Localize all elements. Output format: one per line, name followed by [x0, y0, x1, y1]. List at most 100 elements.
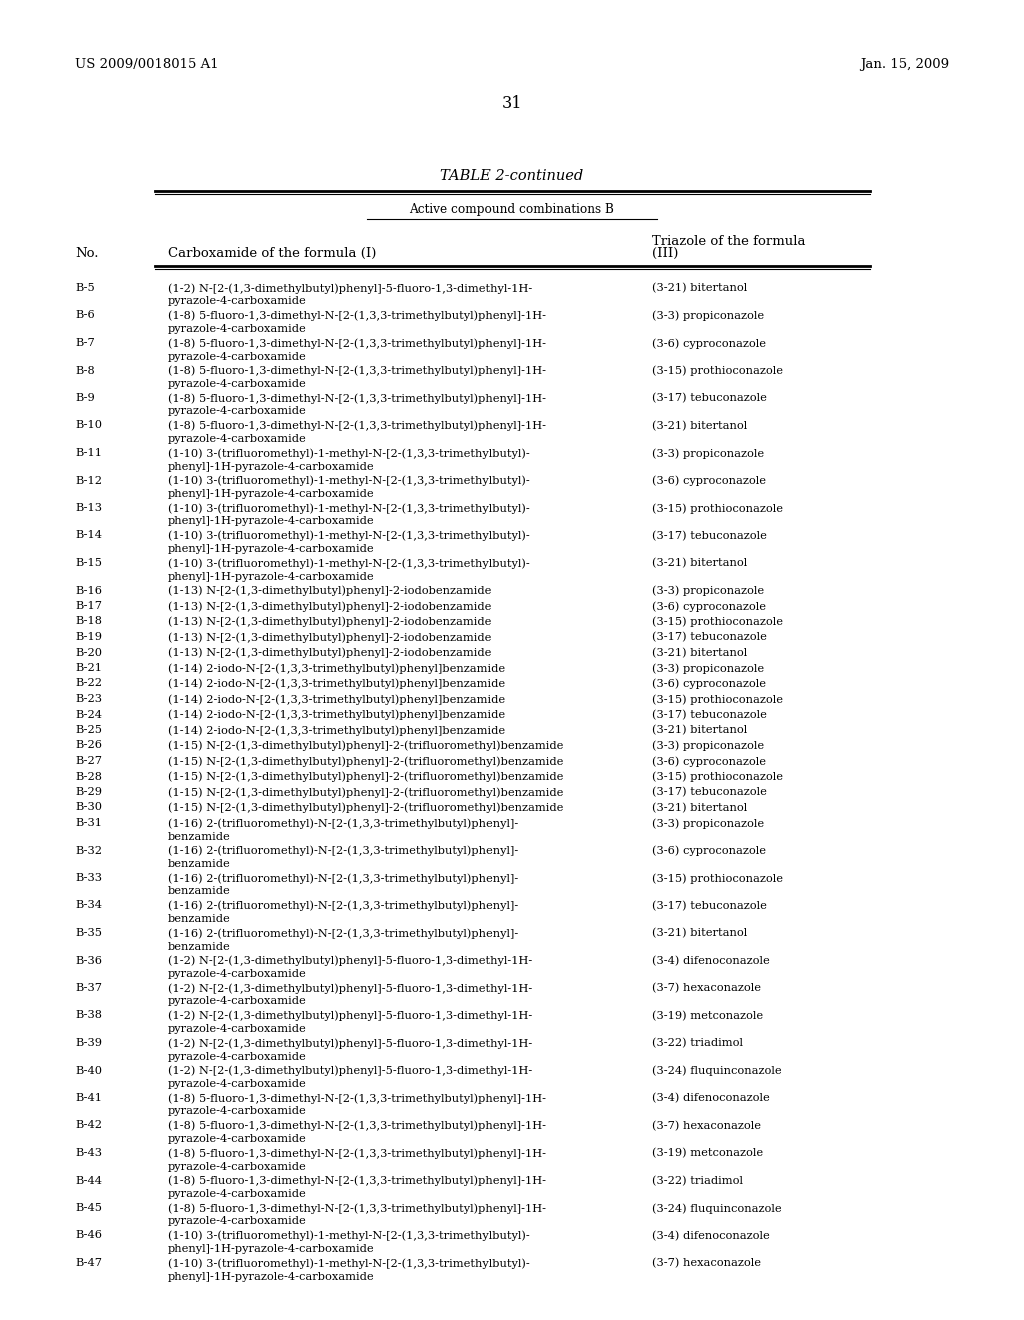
- Text: (3-17) tebuconazole: (3-17) tebuconazole: [652, 393, 767, 404]
- Text: (1-2) N-[2-(1,3-dimethylbutyl)phenyl]-5-fluoro-1,3-dimethyl-1H-: (1-2) N-[2-(1,3-dimethylbutyl)phenyl]-5-…: [168, 1038, 532, 1048]
- Text: pyrazole-4-carboxamide: pyrazole-4-carboxamide: [168, 1217, 307, 1226]
- Text: (3-15) prothioconazole: (3-15) prothioconazole: [652, 771, 783, 781]
- Text: (3-3) propiconazole: (3-3) propiconazole: [652, 310, 764, 321]
- Text: B-11: B-11: [75, 447, 102, 458]
- Text: (1-10) 3-(trifluoromethyl)-1-methyl-N-[2-(1,3,3-trimethylbutyl)-: (1-10) 3-(trifluoromethyl)-1-methyl-N-[2…: [168, 447, 529, 458]
- Text: phenyl]-1H-pyrazole-4-carboxamide: phenyl]-1H-pyrazole-4-carboxamide: [168, 1271, 375, 1282]
- Text: (3-7) hexaconazole: (3-7) hexaconazole: [652, 1121, 761, 1131]
- Text: Jan. 15, 2009: Jan. 15, 2009: [860, 58, 949, 71]
- Text: B-22: B-22: [75, 678, 102, 689]
- Text: (1-2) N-[2-(1,3-dimethylbutyl)phenyl]-5-fluoro-1,3-dimethyl-1H-: (1-2) N-[2-(1,3-dimethylbutyl)phenyl]-5-…: [168, 1011, 532, 1022]
- Text: B-35: B-35: [75, 928, 102, 939]
- Text: (1-8) 5-fluoro-1,3-dimethyl-N-[2-(1,3,3-trimethylbutyl)phenyl]-1H-: (1-8) 5-fluoro-1,3-dimethyl-N-[2-(1,3,3-…: [168, 1121, 546, 1131]
- Text: (1-10) 3-(trifluoromethyl)-1-methyl-N-[2-(1,3,3-trimethylbutyl)-: (1-10) 3-(trifluoromethyl)-1-methyl-N-[2…: [168, 531, 529, 541]
- Text: phenyl]-1H-pyrazole-4-carboxamide: phenyl]-1H-pyrazole-4-carboxamide: [168, 516, 375, 527]
- Text: pyrazole-4-carboxamide: pyrazole-4-carboxamide: [168, 1024, 307, 1034]
- Text: B-33: B-33: [75, 873, 102, 883]
- Text: (1-15) N-[2-(1,3-dimethylbutyl)phenyl]-2-(trifluoromethyl)benzamide: (1-15) N-[2-(1,3-dimethylbutyl)phenyl]-2…: [168, 787, 563, 797]
- Text: (3-6) cyproconazole: (3-6) cyproconazole: [652, 338, 766, 348]
- Text: B-8: B-8: [75, 366, 95, 375]
- Text: (1-14) 2-iodo-N-[2-(1,3,3-trimethylbutyl)phenyl]benzamide: (1-14) 2-iodo-N-[2-(1,3,3-trimethylbutyl…: [168, 725, 505, 735]
- Text: (1-15) N-[2-(1,3-dimethylbutyl)phenyl]-2-(trifluoromethyl)benzamide: (1-15) N-[2-(1,3-dimethylbutyl)phenyl]-2…: [168, 803, 563, 813]
- Text: (1-16) 2-(trifluoromethyl)-N-[2-(1,3,3-trimethylbutyl)phenyl]-: (1-16) 2-(trifluoromethyl)-N-[2-(1,3,3-t…: [168, 873, 518, 883]
- Text: B-37: B-37: [75, 983, 102, 993]
- Text: (3-17) tebuconazole: (3-17) tebuconazole: [652, 787, 767, 797]
- Text: (3-15) prothioconazole: (3-15) prothioconazole: [652, 873, 783, 883]
- Text: (3-21) bitertanol: (3-21) bitertanol: [652, 558, 748, 569]
- Text: B-13: B-13: [75, 503, 102, 513]
- Text: (1-8) 5-fluoro-1,3-dimethyl-N-[2-(1,3,3-trimethylbutyl)phenyl]-1H-: (1-8) 5-fluoro-1,3-dimethyl-N-[2-(1,3,3-…: [168, 1203, 546, 1213]
- Text: (3-4) difenoconazole: (3-4) difenoconazole: [652, 1230, 770, 1241]
- Text: (3-17) tebuconazole: (3-17) tebuconazole: [652, 531, 767, 541]
- Text: B-41: B-41: [75, 1093, 102, 1104]
- Text: (1-14) 2-iodo-N-[2-(1,3,3-trimethylbutyl)phenyl]benzamide: (1-14) 2-iodo-N-[2-(1,3,3-trimethylbutyl…: [168, 678, 505, 689]
- Text: (3-21) bitertanol: (3-21) bitertanol: [652, 725, 748, 735]
- Text: B-44: B-44: [75, 1176, 102, 1185]
- Text: (1-16) 2-(trifluoromethyl)-N-[2-(1,3,3-trimethylbutyl)phenyl]-: (1-16) 2-(trifluoromethyl)-N-[2-(1,3,3-t…: [168, 846, 518, 857]
- Text: (1-8) 5-fluoro-1,3-dimethyl-N-[2-(1,3,3-trimethylbutyl)phenyl]-1H-: (1-8) 5-fluoro-1,3-dimethyl-N-[2-(1,3,3-…: [168, 338, 546, 348]
- Text: (3-17) tebuconazole: (3-17) tebuconazole: [652, 710, 767, 719]
- Text: (1-16) 2-(trifluoromethyl)-N-[2-(1,3,3-trimethylbutyl)phenyl]-: (1-16) 2-(trifluoromethyl)-N-[2-(1,3,3-t…: [168, 900, 518, 911]
- Text: B-27: B-27: [75, 756, 102, 766]
- Text: (1-13) N-[2-(1,3-dimethylbutyl)phenyl]-2-iodobenzamide: (1-13) N-[2-(1,3-dimethylbutyl)phenyl]-2…: [168, 601, 492, 611]
- Text: (3-4) difenoconazole: (3-4) difenoconazole: [652, 1093, 770, 1104]
- Text: (1-13) N-[2-(1,3-dimethylbutyl)phenyl]-2-iodobenzamide: (1-13) N-[2-(1,3-dimethylbutyl)phenyl]-2…: [168, 586, 492, 597]
- Text: B-15: B-15: [75, 558, 102, 568]
- Text: (1-13) N-[2-(1,3-dimethylbutyl)phenyl]-2-iodobenzamide: (1-13) N-[2-(1,3-dimethylbutyl)phenyl]-2…: [168, 648, 492, 659]
- Text: phenyl]-1H-pyrazole-4-carboxamide: phenyl]-1H-pyrazole-4-carboxamide: [168, 544, 375, 554]
- Text: (1-14) 2-iodo-N-[2-(1,3,3-trimethylbutyl)phenyl]benzamide: (1-14) 2-iodo-N-[2-(1,3,3-trimethylbutyl…: [168, 710, 505, 721]
- Text: B-34: B-34: [75, 900, 102, 911]
- Text: (3-21) bitertanol: (3-21) bitertanol: [652, 803, 748, 813]
- Text: B-19: B-19: [75, 632, 102, 642]
- Text: B-38: B-38: [75, 1011, 102, 1020]
- Text: benzamide: benzamide: [168, 887, 230, 896]
- Text: phenyl]-1H-pyrazole-4-carboxamide: phenyl]-1H-pyrazole-4-carboxamide: [168, 488, 375, 499]
- Text: (1-15) N-[2-(1,3-dimethylbutyl)phenyl]-2-(trifluoromethyl)benzamide: (1-15) N-[2-(1,3-dimethylbutyl)phenyl]-2…: [168, 771, 563, 781]
- Text: B-32: B-32: [75, 846, 102, 855]
- Text: B-7: B-7: [75, 338, 95, 348]
- Text: B-36: B-36: [75, 956, 102, 965]
- Text: benzamide: benzamide: [168, 859, 230, 869]
- Text: (3-15) prothioconazole: (3-15) prothioconazole: [652, 694, 783, 705]
- Text: B-12: B-12: [75, 475, 102, 486]
- Text: (3-24) fluquinconazole: (3-24) fluquinconazole: [652, 1065, 781, 1076]
- Text: (3-15) prothioconazole: (3-15) prothioconazole: [652, 366, 783, 376]
- Text: pyrazole-4-carboxamide: pyrazole-4-carboxamide: [168, 351, 307, 362]
- Text: (3-3) propiconazole: (3-3) propiconazole: [652, 818, 764, 829]
- Text: (3-6) cyproconazole: (3-6) cyproconazole: [652, 846, 766, 857]
- Text: pyrazole-4-carboxamide: pyrazole-4-carboxamide: [168, 1162, 307, 1172]
- Text: US 2009/0018015 A1: US 2009/0018015 A1: [75, 58, 219, 71]
- Text: (3-6) cyproconazole: (3-6) cyproconazole: [652, 601, 766, 611]
- Text: pyrazole-4-carboxamide: pyrazole-4-carboxamide: [168, 1134, 307, 1144]
- Text: pyrazole-4-carboxamide: pyrazole-4-carboxamide: [168, 379, 307, 389]
- Text: B-17: B-17: [75, 601, 102, 611]
- Text: B-5: B-5: [75, 282, 95, 293]
- Text: (1-14) 2-iodo-N-[2-(1,3,3-trimethylbutyl)phenyl]benzamide: (1-14) 2-iodo-N-[2-(1,3,3-trimethylbutyl…: [168, 694, 505, 705]
- Text: B-6: B-6: [75, 310, 95, 321]
- Text: (1-13) N-[2-(1,3-dimethylbutyl)phenyl]-2-iodobenzamide: (1-13) N-[2-(1,3-dimethylbutyl)phenyl]-2…: [168, 616, 492, 627]
- Text: (1-8) 5-fluoro-1,3-dimethyl-N-[2-(1,3,3-trimethylbutyl)phenyl]-1H-: (1-8) 5-fluoro-1,3-dimethyl-N-[2-(1,3,3-…: [168, 393, 546, 404]
- Text: (3-3) propiconazole: (3-3) propiconazole: [652, 586, 764, 597]
- Text: pyrazole-4-carboxamide: pyrazole-4-carboxamide: [168, 1106, 307, 1117]
- Text: pyrazole-4-carboxamide: pyrazole-4-carboxamide: [168, 407, 307, 417]
- Text: pyrazole-4-carboxamide: pyrazole-4-carboxamide: [168, 297, 307, 306]
- Text: (3-17) tebuconazole: (3-17) tebuconazole: [652, 900, 767, 911]
- Text: B-39: B-39: [75, 1038, 102, 1048]
- Text: (3-21) bitertanol: (3-21) bitertanol: [652, 282, 748, 293]
- Text: (3-3) propiconazole: (3-3) propiconazole: [652, 663, 764, 673]
- Text: B-18: B-18: [75, 616, 102, 627]
- Text: B-45: B-45: [75, 1203, 102, 1213]
- Text: B-42: B-42: [75, 1121, 102, 1130]
- Text: (3-21) bitertanol: (3-21) bitertanol: [652, 928, 748, 939]
- Text: (3-22) triadimol: (3-22) triadimol: [652, 1038, 743, 1048]
- Text: (1-8) 5-fluoro-1,3-dimethyl-N-[2-(1,3,3-trimethylbutyl)phenyl]-1H-: (1-8) 5-fluoro-1,3-dimethyl-N-[2-(1,3,3-…: [168, 421, 546, 432]
- Text: (1-2) N-[2-(1,3-dimethylbutyl)phenyl]-5-fluoro-1,3-dimethyl-1H-: (1-2) N-[2-(1,3-dimethylbutyl)phenyl]-5-…: [168, 282, 532, 293]
- Text: B-40: B-40: [75, 1065, 102, 1076]
- Text: B-29: B-29: [75, 787, 102, 797]
- Text: pyrazole-4-carboxamide: pyrazole-4-carboxamide: [168, 969, 307, 979]
- Text: (3-4) difenoconazole: (3-4) difenoconazole: [652, 956, 770, 966]
- Text: (1-14) 2-iodo-N-[2-(1,3,3-trimethylbutyl)phenyl]benzamide: (1-14) 2-iodo-N-[2-(1,3,3-trimethylbutyl…: [168, 663, 505, 673]
- Text: Carboxamide of the formula (I): Carboxamide of the formula (I): [168, 247, 377, 260]
- Text: B-23: B-23: [75, 694, 102, 704]
- Text: B-28: B-28: [75, 771, 102, 781]
